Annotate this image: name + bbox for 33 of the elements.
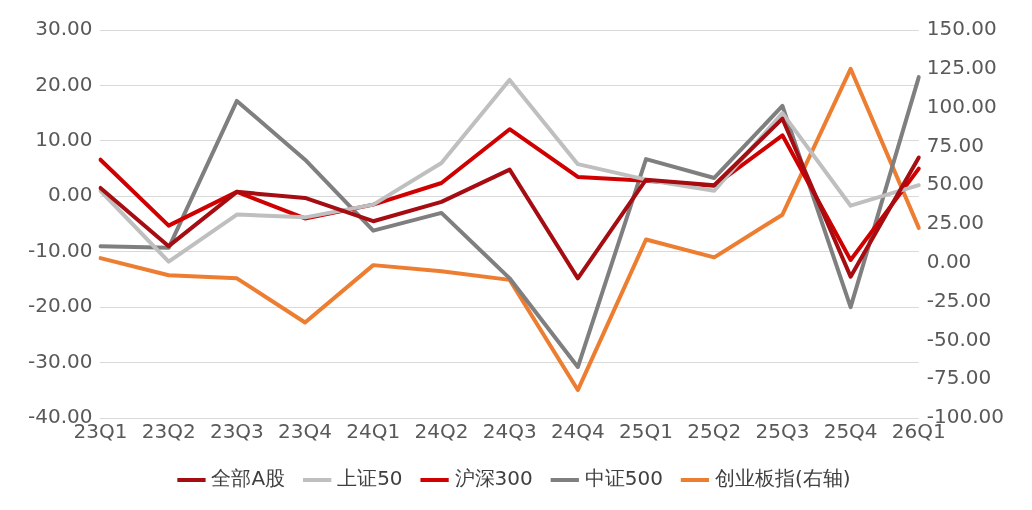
- x-tick-label: 25Q4: [823, 419, 878, 444]
- x-tick-label: 24Q4: [550, 419, 605, 444]
- x-tick-label: 25Q2: [687, 419, 742, 444]
- x-tick-label: 25Q3: [755, 419, 810, 444]
- y-tick-label: -10.00: [27, 237, 93, 262]
- legend-label: 上证50: [337, 466, 403, 491]
- y2-tick-label: -75.00: [926, 365, 992, 390]
- legend-label: 中证500: [584, 466, 663, 491]
- y-tick-label: -20.00: [27, 293, 93, 318]
- x-tick-label: 23Q2: [141, 419, 196, 444]
- legend-label: 沪深300: [454, 466, 533, 491]
- legend-label: 全部A股: [211, 466, 286, 491]
- y-tick-label: -30.00: [27, 348, 93, 373]
- x-tick-label: 23Q3: [209, 419, 264, 444]
- y-tick-label: 20.00: [35, 71, 93, 96]
- y2-tick-label: -50.00: [926, 326, 992, 351]
- x-tick-label: 24Q2: [414, 419, 469, 444]
- legend-label: 创业板指(右轴): [714, 466, 851, 491]
- y2-tick-label: -25.00: [926, 287, 992, 312]
- y-tick-label: 10.00: [35, 127, 93, 152]
- y2-tick-label: 25.00: [926, 210, 985, 235]
- x-tick-label: 23Q4: [278, 419, 333, 444]
- y-tick-label: 0.00: [47, 182, 93, 207]
- y2-tick-label: 125.00: [926, 55, 997, 79]
- x-tick-label: 24Q1: [346, 419, 401, 444]
- y2-tick-label: 0.00: [926, 249, 972, 273]
- y2-tick-label: 50.00: [926, 171, 985, 196]
- y2-tick-label: 150.00: [926, 16, 997, 41]
- x-tick-label: 25Q1: [619, 419, 673, 444]
- y2-tick-label: 75.00: [926, 132, 985, 157]
- x-tick-label: 24Q3: [482, 419, 537, 444]
- y-tick-label: 30.00: [35, 16, 93, 41]
- y2-tick-label: 100.00: [926, 93, 997, 118]
